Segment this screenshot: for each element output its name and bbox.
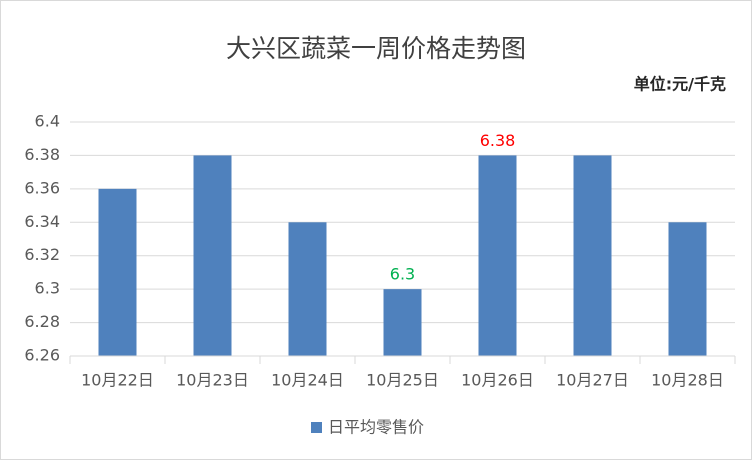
x-tick-label: 10月25日 (366, 371, 439, 390)
x-tick-label: 10月28日 (651, 371, 724, 390)
x-tick-label: 10月22日 (81, 371, 154, 390)
x-tick-label: 10月26日 (461, 371, 534, 390)
chart-title: 大兴区蔬菜一周价格走势图 (226, 34, 526, 63)
bar (383, 289, 422, 356)
y-tick-label: 6.3 (35, 279, 60, 298)
y-tick-label: 6.26 (24, 346, 60, 365)
y-tick-label: 6.32 (24, 245, 60, 264)
y-tick-label: 6.38 (24, 145, 60, 164)
bar (288, 222, 327, 356)
y-tick-label: 6.28 (24, 312, 60, 331)
data-label: 6.3 (390, 265, 415, 284)
x-tick-label: 10月27日 (556, 371, 629, 390)
y-tick-label: 6.34 (24, 212, 60, 231)
bar (478, 155, 517, 356)
y-tick-label: 6.4 (35, 112, 60, 131)
unit-label: 单位:元/千克 (634, 75, 726, 94)
bar (573, 155, 612, 356)
bar (668, 222, 707, 356)
bar (193, 155, 232, 356)
data-label: 6.38 (480, 131, 516, 150)
legend-label: 日平均零售价 (328, 418, 424, 437)
y-tick-label: 6.36 (24, 178, 60, 197)
bar (98, 188, 137, 356)
legend-swatch (311, 422, 322, 433)
x-tick-label: 10月23日 (176, 371, 249, 390)
x-tick-label: 10月24日 (271, 371, 344, 390)
